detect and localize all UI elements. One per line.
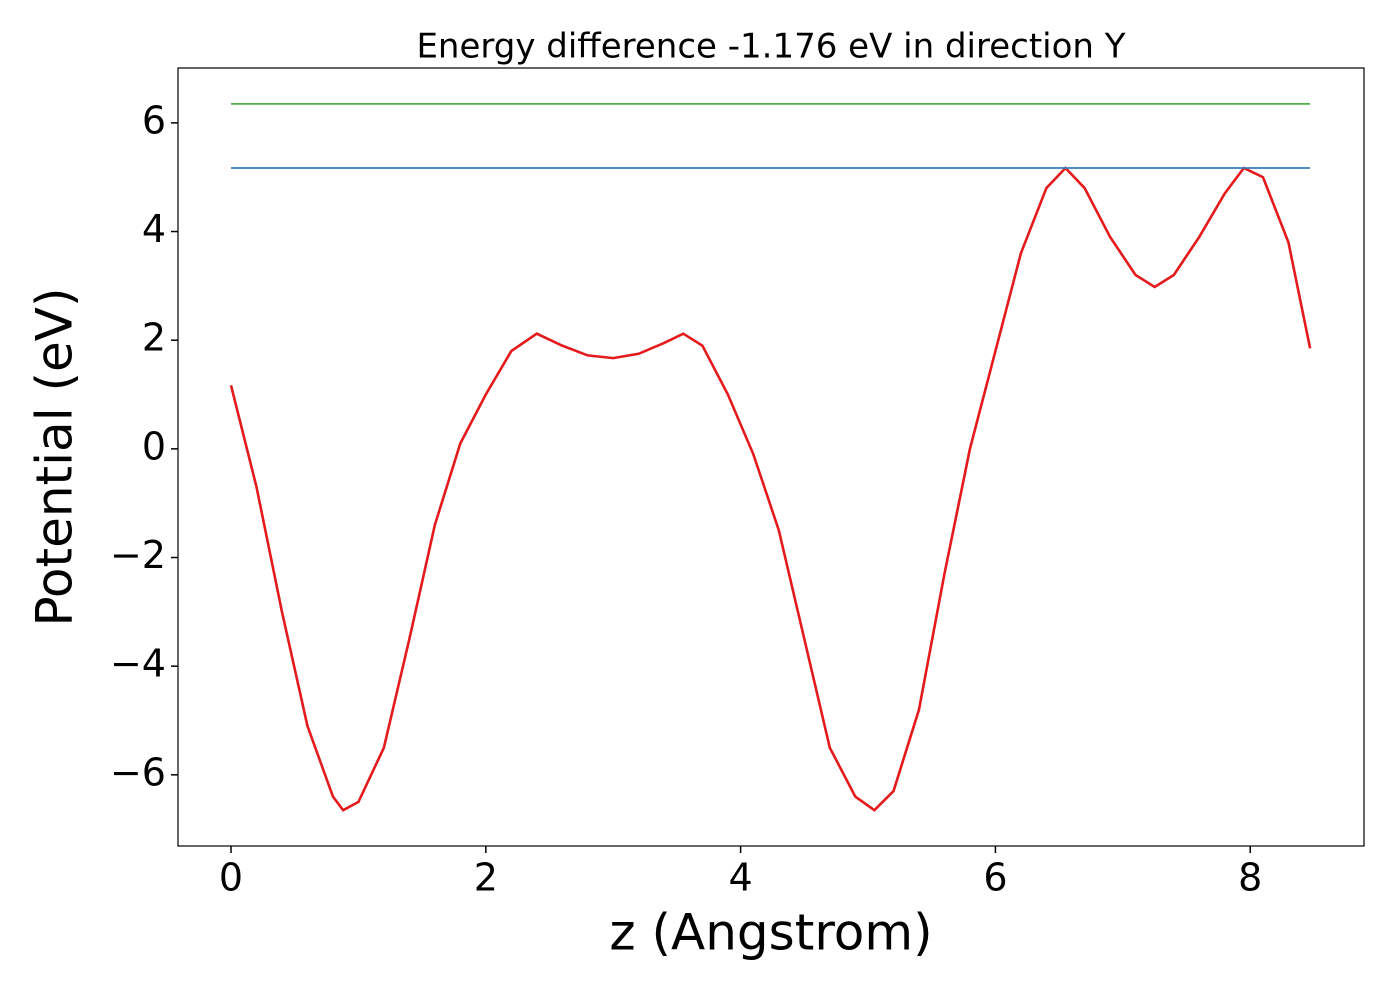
y-tick-label: −4: [110, 642, 166, 686]
chart-title: Energy difference -1.176 eV in direction…: [416, 27, 1125, 67]
y-tick-label: 4: [142, 207, 166, 251]
x-tick-label: 8: [1238, 856, 1262, 900]
x-tick-label: 2: [474, 856, 498, 900]
plot-frame: [177, 67, 1365, 847]
y-tick-label: −6: [110, 750, 166, 794]
x-tick-label: 0: [219, 856, 243, 900]
y-tick-label: 2: [142, 316, 166, 360]
y-tick-label: 6: [142, 98, 166, 142]
y-tick-label: 0: [142, 424, 166, 468]
y-axis-label: Potential (eV): [26, 288, 84, 627]
y-tick-label: −2: [110, 533, 166, 577]
x-axis-label: z (Angstrom): [609, 904, 932, 962]
line-series: [229, 166, 1312, 812]
x-tick-label: 6: [983, 856, 1007, 900]
x-tick-label: 4: [729, 856, 753, 900]
